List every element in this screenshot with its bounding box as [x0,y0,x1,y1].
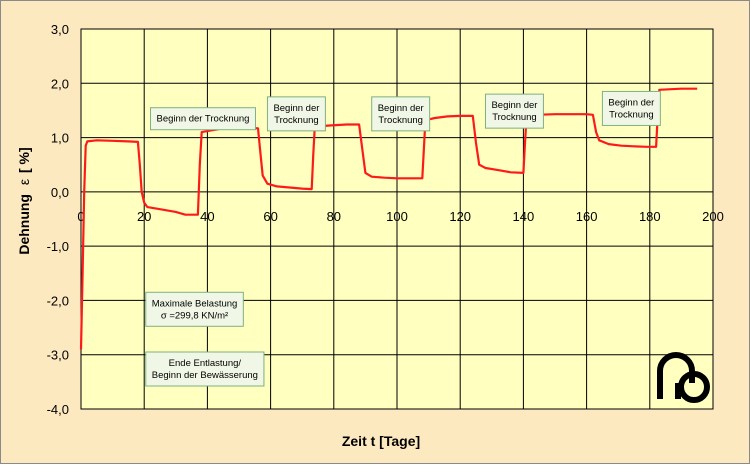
callout-text: Beginn der [378,103,424,114]
series-line [79,87,698,350]
callout-text: Maximale Belastung [152,298,238,309]
y-tick-label: -3,0 [47,348,69,363]
callout-box [484,93,544,129]
y-tick-label: -2,0 [47,293,69,308]
x-tick-label: 80 [327,209,341,224]
callout-text: Trocknung [274,115,319,126]
plot-frame [80,28,714,410]
y-axis-title-unit: [ %] [16,147,32,173]
x-tick-label: 20 [137,209,151,224]
x-tick-label: 140 [513,209,535,224]
callout: Beginn der Trocknung [150,107,256,131]
callout-text: Beginn der [608,97,654,108]
x-tick-labels: 0 20 40 60 80 100 120 140 160 180 200 [77,209,723,224]
callout-box [150,107,256,131]
y-tick-label: 2,0 [51,76,69,91]
y-tick-label: 1,0 [51,131,69,146]
callout-text: Ende Entlastung/ [169,358,242,369]
callout-box [601,90,661,126]
x-axis-title: Zeit t [Tage] [342,433,420,449]
y-tick-label: -4,0 [47,402,69,417]
callout-text: Trocknung [378,115,423,126]
x-tick-label: 120 [449,209,471,224]
grid-lines [80,28,714,410]
x-tick-label: 160 [576,209,598,224]
y-axis-title-symbol: ε [16,179,32,185]
series-layer [79,87,698,350]
y-axis-title: Dehnung ε [ %] [16,147,32,254]
callout-text: Beginn der Trocknung [157,114,250,125]
callout-text: Trocknung [492,112,537,123]
callout-text: σ =299,8 KN/m² [161,310,228,321]
y-tick-label: -1,0 [47,239,69,254]
x-tick-label: 60 [263,209,277,224]
callout-box [145,351,265,387]
callout-box [145,291,244,327]
x-tick-label: 40 [200,209,214,224]
callout: Ende Entlastung/Beginn der Bewässerung [145,351,265,387]
callout-text: Beginn der Bewässerung [152,370,258,381]
y-tick-label: 0,0 [51,185,69,200]
x-tick-label: 180 [639,209,661,224]
callout-text: Trocknung [609,109,654,120]
institute-logo-icon [657,352,710,403]
y-tick-labels: 3,0 2,0 1,0 0,0 -1,0 -2,0 -3,0 -4,0 [47,22,69,417]
callout-box [266,96,326,132]
y-tick-label: 3,0 [51,22,69,37]
callout-text: Beginn der [273,103,319,114]
callout-box [371,96,431,132]
x-tick-label: 0 [77,209,84,224]
x-tick-label: 200 [702,209,724,224]
y-axis-title-main: Dehnung [16,194,32,255]
callout-text: Beginn der [491,100,537,111]
x-tick-label: 100 [386,209,408,224]
